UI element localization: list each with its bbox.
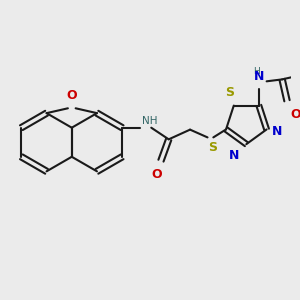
Text: S: S	[225, 86, 234, 99]
Text: O: O	[66, 88, 77, 101]
Text: S: S	[208, 141, 217, 154]
Text: N: N	[254, 70, 264, 83]
Text: NH: NH	[142, 116, 157, 126]
Text: N: N	[229, 149, 239, 162]
Text: N: N	[272, 125, 282, 138]
Text: O: O	[290, 109, 300, 122]
Text: O: O	[152, 168, 162, 182]
Text: H: H	[254, 68, 260, 76]
